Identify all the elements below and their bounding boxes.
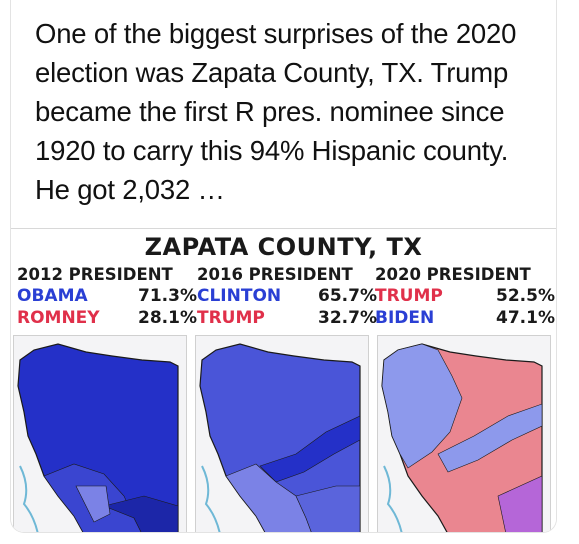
map-2020	[377, 335, 551, 532]
column-header: 2016 PRESIDENT	[197, 265, 353, 284]
candidate-name: TRUMP	[197, 308, 265, 328]
map-2016	[195, 335, 369, 532]
candidate-pct: 47.1%	[496, 308, 555, 328]
candidate-name: ROMNEY	[17, 308, 100, 328]
candidate-pct: 65.7%	[318, 286, 377, 306]
tweet-text: One of the biggest surprises of the 2020…	[35, 18, 517, 205]
result-row: OBAMA 71.3%	[17, 286, 197, 306]
result-row: TRUMP 52.5%	[375, 286, 555, 306]
results-column-2020: 2020 PRESIDENT TRUMP 52.5% BIDEN 47.1%	[375, 265, 555, 328]
results-column-2012: 2012 PRESIDENT OBAMA 71.3% ROMNEY 28.1%	[17, 265, 197, 328]
result-row: CLINTON 65.7%	[197, 286, 377, 306]
result-row: TRUMP 32.7%	[197, 308, 377, 328]
graphic-title: ZAPATA COUNTY, TX	[144, 233, 423, 261]
results-column-2016: 2016 PRESIDENT CLINTON 65.7% TRUMP 32.7%	[197, 265, 377, 328]
tweet-card[interactable]: One of the biggest surprises of the 2020…	[10, 0, 557, 533]
result-row: BIDEN 47.1%	[375, 308, 555, 328]
county-maps	[11, 335, 556, 532]
candidate-pct: 28.1%	[138, 308, 197, 328]
candidate-pct: 32.7%	[318, 308, 377, 328]
map-2012	[13, 335, 187, 532]
candidate-name: OBAMA	[17, 286, 88, 306]
candidate-pct: 52.5%	[496, 286, 555, 306]
column-header: 2012 PRESIDENT	[17, 265, 173, 284]
candidate-name: BIDEN	[375, 308, 435, 328]
candidate-name: TRUMP	[375, 286, 443, 306]
tweet-media-image[interactable]: ZAPATA COUNTY, TX 2012 PRESIDENT OBAMA 7…	[11, 228, 556, 532]
candidate-pct: 71.3%	[138, 286, 197, 306]
candidate-name: CLINTON	[197, 286, 282, 306]
column-header: 2020 PRESIDENT	[375, 265, 531, 284]
result-row: ROMNEY 28.1%	[17, 308, 197, 328]
